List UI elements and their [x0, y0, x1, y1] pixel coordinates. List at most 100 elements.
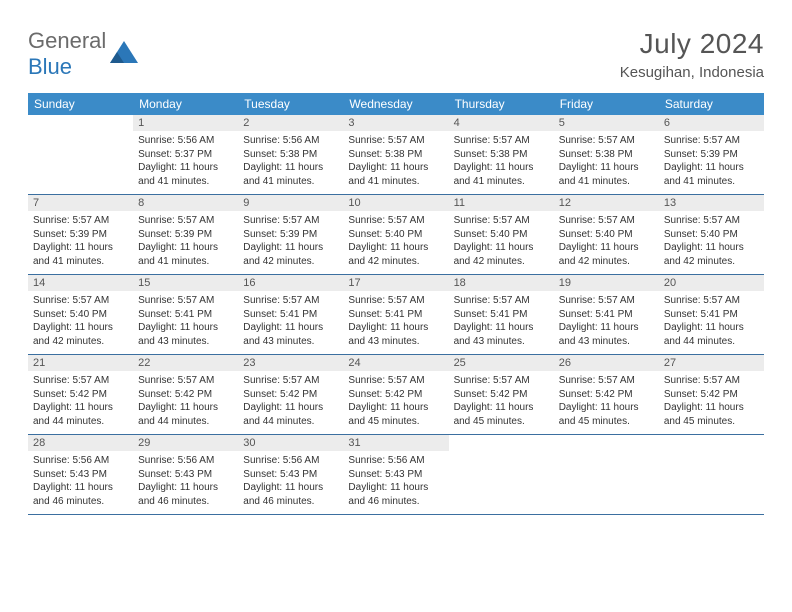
day-number: 10 — [343, 195, 448, 211]
day-number: 24 — [343, 355, 448, 371]
calendar-day-cell — [554, 435, 659, 515]
day-number: 12 — [554, 195, 659, 211]
day-number: 29 — [133, 435, 238, 451]
day-content: Sunrise: 5:57 AMSunset: 5:39 PMDaylight:… — [28, 211, 133, 274]
calendar-day-cell: 13Sunrise: 5:57 AMSunset: 5:40 PMDayligh… — [659, 195, 764, 275]
day-number: 23 — [238, 355, 343, 371]
day-content: Sunrise: 5:57 AMSunset: 5:42 PMDaylight:… — [554, 371, 659, 434]
calendar-day-cell: 17Sunrise: 5:57 AMSunset: 5:41 PMDayligh… — [343, 275, 448, 355]
calendar-day-cell: 24Sunrise: 5:57 AMSunset: 5:42 PMDayligh… — [343, 355, 448, 435]
title-block: July 2024 Kesugihan, Indonesia — [620, 28, 764, 81]
day-content: Sunrise: 5:56 AMSunset: 5:37 PMDaylight:… — [133, 131, 238, 194]
calendar-day-cell: 5Sunrise: 5:57 AMSunset: 5:38 PMDaylight… — [554, 115, 659, 195]
day-number: 26 — [554, 355, 659, 371]
day-number: 2 — [238, 115, 343, 131]
day-content: Sunrise: 5:57 AMSunset: 5:41 PMDaylight:… — [659, 291, 764, 354]
day-content: Sunrise: 5:57 AMSunset: 5:41 PMDaylight:… — [238, 291, 343, 354]
calendar-day-cell: 8Sunrise: 5:57 AMSunset: 5:39 PMDaylight… — [133, 195, 238, 275]
calendar-day-cell: 2Sunrise: 5:56 AMSunset: 5:38 PMDaylight… — [238, 115, 343, 195]
day-number: 18 — [449, 275, 554, 291]
day-content: Sunrise: 5:57 AMSunset: 5:39 PMDaylight:… — [133, 211, 238, 274]
day-content: Sunrise: 5:57 AMSunset: 5:41 PMDaylight:… — [554, 291, 659, 354]
day-content: Sunrise: 5:57 AMSunset: 5:40 PMDaylight:… — [449, 211, 554, 274]
calendar-day-cell: 25Sunrise: 5:57 AMSunset: 5:42 PMDayligh… — [449, 355, 554, 435]
calendar-day-cell: 1Sunrise: 5:56 AMSunset: 5:37 PMDaylight… — [133, 115, 238, 195]
day-content: Sunrise: 5:57 AMSunset: 5:39 PMDaylight:… — [659, 131, 764, 194]
calendar-day-cell: 31Sunrise: 5:56 AMSunset: 5:43 PMDayligh… — [343, 435, 448, 515]
calendar-day-cell: 16Sunrise: 5:57 AMSunset: 5:41 PMDayligh… — [238, 275, 343, 355]
calendar-day-cell — [28, 115, 133, 195]
calendar-day-cell: 10Sunrise: 5:57 AMSunset: 5:40 PMDayligh… — [343, 195, 448, 275]
day-content: Sunrise: 5:56 AMSunset: 5:43 PMDaylight:… — [343, 451, 448, 514]
day-content: Sunrise: 5:57 AMSunset: 5:42 PMDaylight:… — [133, 371, 238, 434]
day-content: Sunrise: 5:57 AMSunset: 5:38 PMDaylight:… — [343, 131, 448, 194]
logo-text-blue: Blue — [28, 54, 72, 79]
calendar-day-cell: 26Sunrise: 5:57 AMSunset: 5:42 PMDayligh… — [554, 355, 659, 435]
day-number: 13 — [659, 195, 764, 211]
calendar-day-cell: 12Sunrise: 5:57 AMSunset: 5:40 PMDayligh… — [554, 195, 659, 275]
day-content: Sunrise: 5:56 AMSunset: 5:43 PMDaylight:… — [133, 451, 238, 514]
day-number: 1 — [133, 115, 238, 131]
day-number: 30 — [238, 435, 343, 451]
day-content: Sunrise: 5:57 AMSunset: 5:38 PMDaylight:… — [554, 131, 659, 194]
day-content: Sunrise: 5:57 AMSunset: 5:41 PMDaylight:… — [343, 291, 448, 354]
day-content: Sunrise: 5:57 AMSunset: 5:41 PMDaylight:… — [449, 291, 554, 354]
day-content: Sunrise: 5:57 AMSunset: 5:38 PMDaylight:… — [449, 131, 554, 194]
day-number: 19 — [554, 275, 659, 291]
calendar-day-cell — [449, 435, 554, 515]
header: General Blue July 2024 Kesugihan, Indone… — [28, 28, 764, 81]
day-number: 7 — [28, 195, 133, 211]
calendar-week-row: 14Sunrise: 5:57 AMSunset: 5:40 PMDayligh… — [28, 275, 764, 355]
day-number: 17 — [343, 275, 448, 291]
day-content: Sunrise: 5:57 AMSunset: 5:39 PMDaylight:… — [238, 211, 343, 274]
day-header: Monday — [133, 93, 238, 115]
calendar-day-cell: 14Sunrise: 5:57 AMSunset: 5:40 PMDayligh… — [28, 275, 133, 355]
calendar-day-cell — [659, 435, 764, 515]
calendar-week-row: 1Sunrise: 5:56 AMSunset: 5:37 PMDaylight… — [28, 115, 764, 195]
calendar-day-cell: 4Sunrise: 5:57 AMSunset: 5:38 PMDaylight… — [449, 115, 554, 195]
logo-triangle-icon — [110, 41, 138, 68]
day-content: Sunrise: 5:56 AMSunset: 5:43 PMDaylight:… — [28, 451, 133, 514]
day-content: Sunrise: 5:56 AMSunset: 5:43 PMDaylight:… — [238, 451, 343, 514]
day-header: Wednesday — [343, 93, 448, 115]
calendar-day-cell: 30Sunrise: 5:56 AMSunset: 5:43 PMDayligh… — [238, 435, 343, 515]
calendar-day-cell: 11Sunrise: 5:57 AMSunset: 5:40 PMDayligh… — [449, 195, 554, 275]
day-content: Sunrise: 5:57 AMSunset: 5:40 PMDaylight:… — [343, 211, 448, 274]
day-number: 21 — [28, 355, 133, 371]
calendar-day-cell: 28Sunrise: 5:56 AMSunset: 5:43 PMDayligh… — [28, 435, 133, 515]
calendar-day-cell: 21Sunrise: 5:57 AMSunset: 5:42 PMDayligh… — [28, 355, 133, 435]
day-number: 25 — [449, 355, 554, 371]
day-number: 20 — [659, 275, 764, 291]
day-number: 14 — [28, 275, 133, 291]
day-content: Sunrise: 5:57 AMSunset: 5:40 PMDaylight:… — [554, 211, 659, 274]
day-number: 28 — [28, 435, 133, 451]
day-number: 8 — [133, 195, 238, 211]
calendar-day-cell: 6Sunrise: 5:57 AMSunset: 5:39 PMDaylight… — [659, 115, 764, 195]
calendar-table: SundayMondayTuesdayWednesdayThursdayFrid… — [28, 93, 764, 515]
day-number: 16 — [238, 275, 343, 291]
calendar-day-cell: 22Sunrise: 5:57 AMSunset: 5:42 PMDayligh… — [133, 355, 238, 435]
calendar-day-cell: 7Sunrise: 5:57 AMSunset: 5:39 PMDaylight… — [28, 195, 133, 275]
calendar-day-cell: 9Sunrise: 5:57 AMSunset: 5:39 PMDaylight… — [238, 195, 343, 275]
calendar-day-cell: 27Sunrise: 5:57 AMSunset: 5:42 PMDayligh… — [659, 355, 764, 435]
calendar-week-row: 28Sunrise: 5:56 AMSunset: 5:43 PMDayligh… — [28, 435, 764, 515]
calendar-day-cell: 15Sunrise: 5:57 AMSunset: 5:41 PMDayligh… — [133, 275, 238, 355]
calendar-day-cell: 20Sunrise: 5:57 AMSunset: 5:41 PMDayligh… — [659, 275, 764, 355]
day-number: 6 — [659, 115, 764, 131]
day-number: 11 — [449, 195, 554, 211]
day-number: 3 — [343, 115, 448, 131]
day-number: 31 — [343, 435, 448, 451]
day-content: Sunrise: 5:56 AMSunset: 5:38 PMDaylight:… — [238, 131, 343, 194]
calendar-day-cell: 3Sunrise: 5:57 AMSunset: 5:38 PMDaylight… — [343, 115, 448, 195]
calendar-day-cell: 23Sunrise: 5:57 AMSunset: 5:42 PMDayligh… — [238, 355, 343, 435]
page-subtitle: Kesugihan, Indonesia — [620, 64, 764, 81]
calendar-day-cell: 18Sunrise: 5:57 AMSunset: 5:41 PMDayligh… — [449, 275, 554, 355]
day-content: Sunrise: 5:57 AMSunset: 5:42 PMDaylight:… — [238, 371, 343, 434]
day-number: 15 — [133, 275, 238, 291]
day-number: 22 — [133, 355, 238, 371]
day-header: Tuesday — [238, 93, 343, 115]
page-title: July 2024 — [620, 28, 764, 60]
day-content: Sunrise: 5:57 AMSunset: 5:42 PMDaylight:… — [28, 371, 133, 434]
day-content: Sunrise: 5:57 AMSunset: 5:40 PMDaylight:… — [28, 291, 133, 354]
day-number: 9 — [238, 195, 343, 211]
